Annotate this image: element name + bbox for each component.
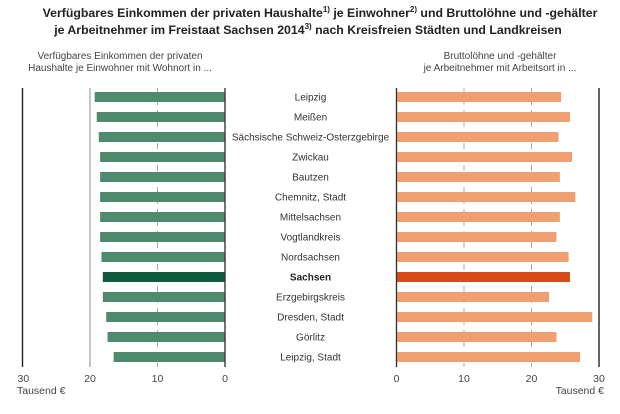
left-bar — [107, 332, 225, 342]
category-label: Sachsen — [290, 273, 331, 284]
left-bar — [94, 92, 225, 102]
right-bar — [396, 152, 572, 162]
chart-title-line-1: Verfügbares Einkommen der privaten Haush… — [10, 5, 620, 22]
left-bar — [100, 152, 225, 162]
left-bar — [101, 252, 225, 262]
left-bar — [106, 312, 225, 322]
footnote-marker: 3) — [304, 22, 312, 31]
right-bar — [396, 332, 557, 342]
right-axis-unit-label: Tausend € — [556, 385, 605, 397]
left-subtitle-line-1: Verfügbares Einkommen der privaten — [37, 51, 203, 62]
right-bar — [396, 272, 570, 282]
right-bar — [396, 112, 570, 122]
category-label: Mittelsachsen — [280, 213, 341, 224]
category-label: Dresden, Stadt — [277, 313, 344, 324]
right-bar — [396, 252, 569, 262]
category-label: Zwickau — [292, 153, 329, 164]
right-bar — [396, 172, 560, 182]
left-bar — [100, 232, 225, 242]
category-label: Meißen — [294, 113, 327, 124]
left-tick-label: 30 — [18, 373, 30, 385]
category-label: Sächsische Schweiz-Osterzgebirge — [232, 133, 390, 144]
right-subtitle-line-1: Bruttolöhne und -gehälter — [443, 51, 557, 62]
title-text: je Einwohner — [329, 6, 410, 20]
left-tick-label: 0 — [222, 373, 228, 385]
category-label: Nordsachsen — [281, 253, 340, 264]
category-label: Görlitz — [296, 333, 325, 344]
left-subtitle-line-2: Haushalte je Einwohner mit Wohnort in ..… — [28, 63, 212, 74]
right-tick-label: 10 — [458, 373, 470, 385]
chart-title-line-2: je Arbeitnehmer im Freistaat Sachsen 201… — [0, 22, 618, 39]
category-label: Chemnitz, Stadt — [275, 193, 346, 204]
left-bar — [100, 212, 225, 222]
category-label: Leipzig, Stadt — [280, 353, 341, 364]
category-label: Bautzen — [292, 173, 329, 184]
category-label: Leipzig — [295, 93, 327, 104]
left-tick-label: 10 — [152, 373, 164, 385]
right-tick-label: 20 — [526, 373, 538, 385]
left-panel-subtitle: Verfügbares Einkommen der privaten Haush… — [0, 51, 240, 75]
title-text: Verfügbares Einkommen der privaten Haush… — [42, 6, 323, 20]
right-panel-subtitle: Bruttolöhne und -gehälter je Arbeitnehme… — [390, 51, 610, 75]
right-bar — [396, 292, 550, 302]
left-bar — [100, 172, 225, 182]
category-label: Erzgebirgskreis — [276, 293, 345, 304]
title-text: je Arbeitnehmer im Freistaat Sachsen 201… — [54, 23, 305, 37]
right-tick-label: 0 — [394, 373, 400, 385]
title-text: nach Kreisfreien Städten und Landkreisen — [311, 23, 562, 37]
left-bar — [113, 352, 225, 362]
right-subtitle-line-2: je Arbeitnehmer mit Arbeitsort in ... — [423, 63, 577, 74]
left-bar — [98, 132, 225, 142]
left-bar — [100, 192, 225, 202]
title-text: und Bruttolöhne und -gehälter — [417, 6, 598, 20]
footnote-marker: 1) — [322, 5, 330, 14]
left-axis-unit-label: Tausend € — [17, 385, 66, 397]
right-bar — [396, 92, 562, 102]
left-bar — [96, 112, 225, 122]
footnote-marker: 2) — [409, 5, 418, 14]
right-tick-label: 30 — [593, 373, 605, 385]
right-bar — [396, 212, 560, 222]
right-bar — [396, 132, 559, 142]
left-tick-label: 20 — [84, 373, 96, 385]
right-bar — [396, 232, 557, 242]
category-label: Vogtlandkreis — [280, 233, 340, 244]
left-bar — [102, 292, 225, 302]
right-bar — [396, 192, 576, 202]
right-bar — [396, 312, 593, 322]
left-bar — [102, 272, 225, 282]
right-bar — [396, 352, 581, 362]
